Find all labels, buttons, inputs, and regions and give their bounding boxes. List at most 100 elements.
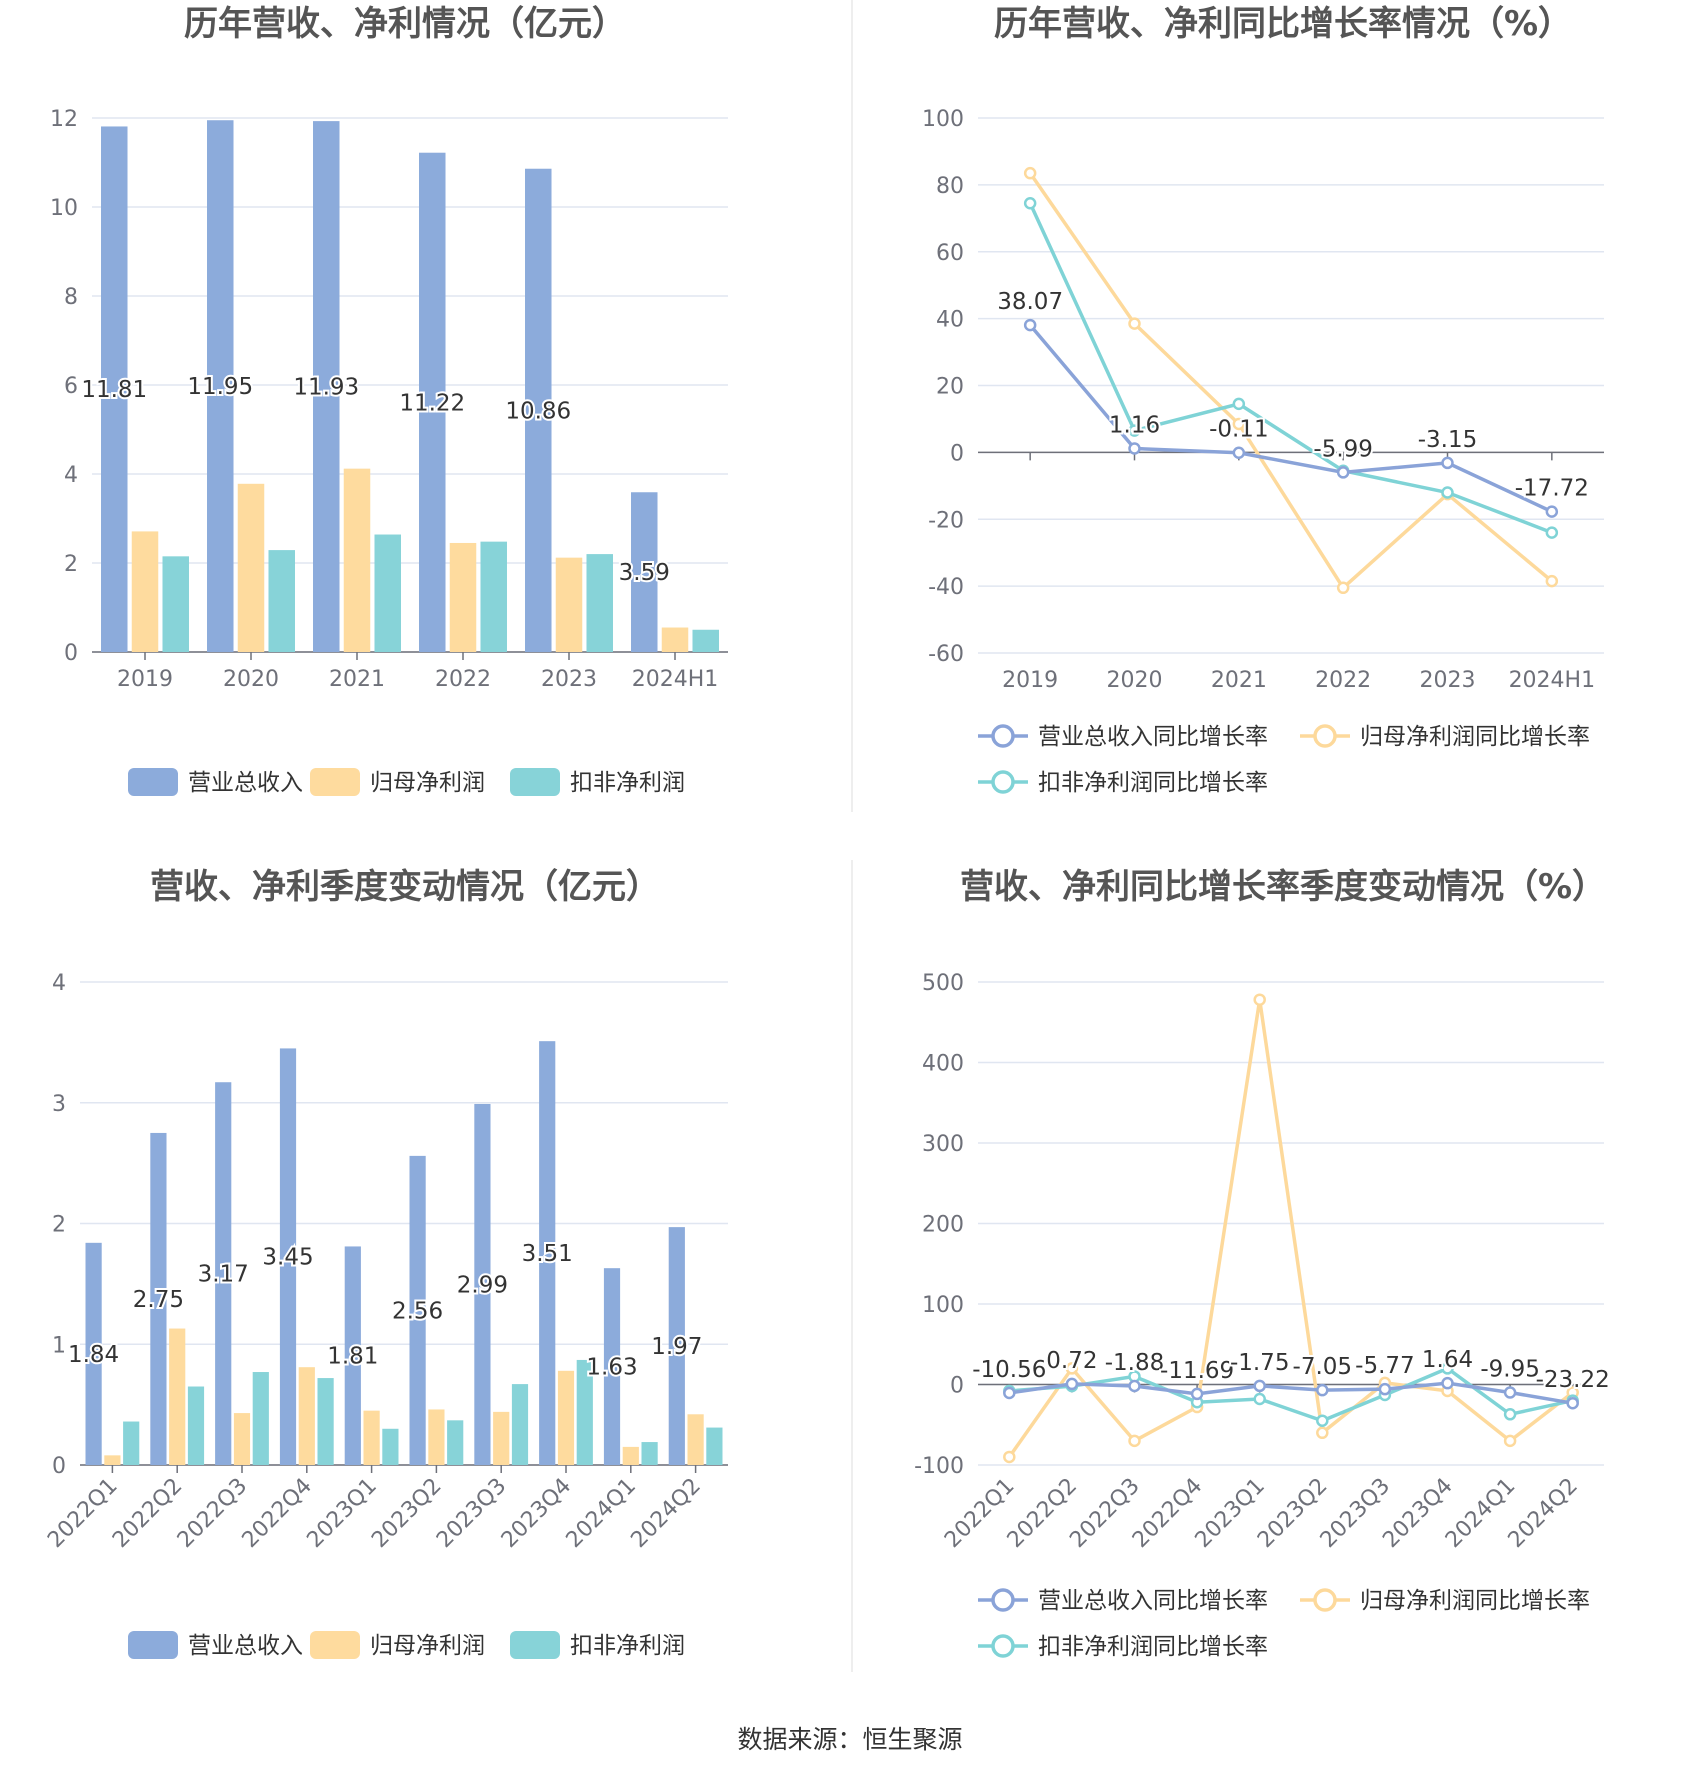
- x-tick-label: 2021: [1211, 668, 1267, 693]
- series-line: [1028, 172, 1553, 591]
- point-value-label: -11.69: [1160, 1358, 1234, 1384]
- x-tick-label: 2022Q2: [108, 1474, 187, 1553]
- legend-marker: [1313, 724, 1337, 748]
- y-tick-label: -40: [928, 575, 964, 600]
- data-point: [1566, 1396, 1579, 1410]
- bar: [419, 152, 446, 652]
- data-point: [1232, 417, 1246, 431]
- data-point: [1232, 446, 1246, 459]
- data-point: [1503, 1408, 1517, 1421]
- y-tick-label: 100: [922, 107, 964, 132]
- bar: [539, 1041, 556, 1465]
- bar: [85, 1242, 102, 1465]
- data-point: [1253, 1379, 1266, 1393]
- bar: [557, 1370, 575, 1465]
- bar-value-label: 11.81: [81, 377, 147, 403]
- y-tick-label: 4: [52, 971, 66, 996]
- legend-label: 营业总收入: [188, 770, 303, 796]
- legend-swatch: [310, 1631, 360, 1659]
- bar: [622, 1446, 639, 1465]
- legend-label: 营业总收入: [188, 1633, 303, 1659]
- legend-swatch: [510, 768, 560, 796]
- y-tick-label: 8: [64, 285, 78, 310]
- data-point: [1065, 1377, 1079, 1391]
- y-tick-label: 200: [922, 1213, 964, 1238]
- bar: [187, 1386, 205, 1465]
- bar: [603, 1268, 621, 1465]
- bar: [493, 1411, 510, 1465]
- legend-swatch: [128, 1631, 178, 1659]
- bar-value-label: 1.81: [327, 1344, 378, 1370]
- x-tick-label: 2024Q1: [562, 1474, 641, 1553]
- legend-label: 归母净利润: [370, 1633, 485, 1659]
- bar: [268, 550, 295, 652]
- data-source: 数据来源：恒生聚源: [737, 1725, 962, 1754]
- bar: [661, 627, 689, 652]
- legend-swatch: [510, 1631, 560, 1659]
- point-value-label: -3.15: [1418, 427, 1478, 453]
- legend-swatch: [128, 768, 178, 796]
- x-tick-label: 2022: [1315, 668, 1371, 693]
- bar-value-label: 1.63: [586, 1355, 637, 1381]
- bar: [131, 531, 159, 652]
- series-line: [1028, 323, 1553, 514]
- x-tick-label: 2020: [223, 667, 279, 692]
- data-point: [1003, 1386, 1016, 1400]
- data-point: [1128, 1434, 1141, 1448]
- x-tick-label: 2020: [1107, 668, 1163, 693]
- legend-label: 营业总收入同比增长率: [1038, 724, 1268, 750]
- x-tick-label: 2019: [117, 667, 173, 692]
- y-tick-label: 2: [64, 552, 78, 577]
- bar: [382, 1428, 399, 1465]
- x-tick-label: 2022Q3: [173, 1474, 252, 1553]
- data-point: [1503, 1434, 1517, 1448]
- legend-label: 营业总收入同比增长率: [1038, 1588, 1268, 1614]
- point-value-label: -0.11: [1209, 417, 1269, 443]
- legend-marker: [991, 1634, 1015, 1658]
- chart-title: 历年营收、净利情况（亿元）: [184, 4, 626, 44]
- y-tick-label: 300: [922, 1132, 964, 1157]
- x-tick-label: 2024H1: [632, 667, 719, 692]
- x-tick-label: 2022Q1: [43, 1474, 122, 1553]
- data-point: [1128, 424, 1141, 437]
- point-value-label: -17.72: [1515, 476, 1589, 502]
- bar: [233, 1413, 251, 1465]
- bar: [207, 120, 234, 653]
- data-point: [1003, 1450, 1016, 1464]
- bar-value-label: 3.45: [262, 1245, 313, 1271]
- bar: [480, 541, 507, 652]
- data-point: [1441, 1376, 1454, 1390]
- bar: [150, 1132, 167, 1465]
- point-value-label: -5.77: [1355, 1353, 1415, 1379]
- x-tick-label: 2019: [1002, 668, 1058, 693]
- bar: [374, 534, 401, 652]
- legend-label: 扣非净利润: [570, 1633, 685, 1659]
- bar-value-label: 3.51: [522, 1241, 573, 1267]
- legend-marker: [991, 724, 1015, 748]
- bar-value-label: 1.97: [651, 1334, 702, 1360]
- y-tick-label: 400: [922, 1052, 964, 1077]
- bar-value-label: 11.93: [293, 375, 359, 401]
- point-value-label: 1.16: [1109, 412, 1160, 438]
- bar: [317, 1378, 334, 1465]
- y-tick-label: 40: [936, 308, 964, 333]
- bar: [162, 556, 189, 652]
- legend-label: 归母净利润同比增长率: [1360, 724, 1590, 750]
- data-point: [1503, 1386, 1517, 1399]
- bar-value-label: 1.84: [68, 1342, 119, 1368]
- data-point: [1023, 318, 1037, 332]
- x-tick-label: 2024Q2: [1504, 1474, 1583, 1553]
- series-line: [1028, 202, 1553, 535]
- bar: [123, 1421, 140, 1465]
- y-tick-label: 20: [936, 375, 964, 400]
- chart-title: 历年营收、净利同比增长率情况（%）: [994, 4, 1572, 44]
- data-point: [1316, 1383, 1329, 1397]
- y-tick-label: -100: [914, 1454, 964, 1479]
- data-point: [1253, 993, 1266, 1006]
- x-tick-label: 2023Q1: [302, 1474, 381, 1553]
- y-tick-label: 6: [64, 374, 78, 399]
- data-point: [1128, 442, 1141, 455]
- bar-value-label: 11.95: [187, 374, 253, 400]
- x-tick-label: 2023Q2: [367, 1474, 446, 1553]
- point-value-label: -10.56: [972, 1357, 1046, 1383]
